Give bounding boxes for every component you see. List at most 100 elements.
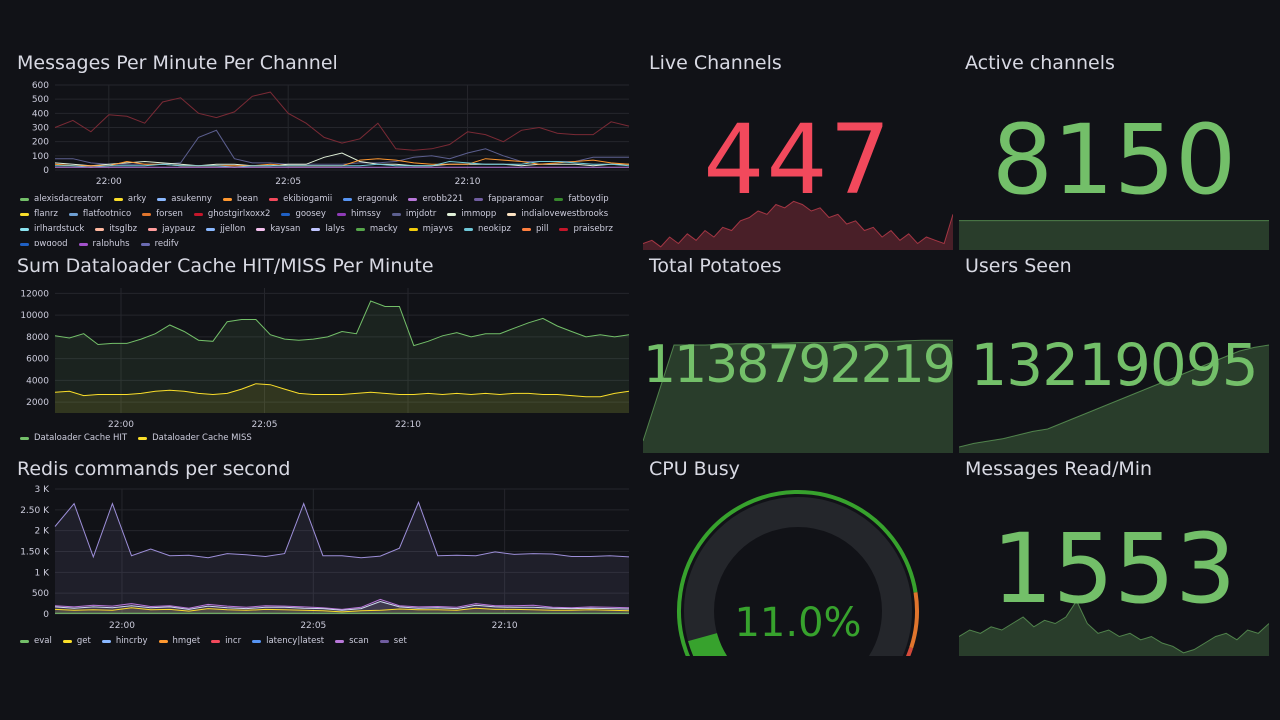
legend-item[interactable]: flatfootnico — [68, 209, 131, 219]
legend-label: erobb221 — [422, 194, 464, 204]
legend-item[interactable]: neokipz — [463, 224, 511, 234]
legend-item[interactable]: himssy — [336, 209, 381, 219]
legend-label: mjayvs — [422, 224, 453, 234]
legend-item[interactable]: Dataloader Cache HIT — [20, 433, 127, 443]
legend-item[interactable]: latency|latest — [252, 636, 324, 646]
sparkline-line — [959, 599, 1269, 654]
legend-label: arky — [127, 194, 147, 204]
y-tick-label: 10000 — [20, 311, 49, 321]
series-line-scan[interactable] — [54, 598, 630, 610]
series-line-hincrby[interactable] — [54, 600, 630, 611]
legend-label: pill — [535, 224, 549, 234]
legend-item[interactable]: forsen — [142, 209, 183, 219]
total-potatoes-stat: Total Potatoes 1138792219 — [643, 255, 953, 453]
legend-label: fatboydip — [568, 194, 609, 204]
legend-item[interactable]: fapparamoar — [474, 194, 543, 204]
sparkline-area — [959, 600, 1269, 656]
legend-label: incr — [225, 636, 242, 646]
messages-panel: Messages Per Minute Per Channel 0 100 200 3… — [17, 52, 631, 248]
live-channels-stat: Live Channels 447 — [643, 52, 953, 250]
legend-swatch-icon — [379, 639, 389, 643]
legend-swatch-icon — [559, 227, 569, 231]
legend-swatch-icon — [336, 212, 346, 216]
sparkline-line — [959, 344, 1269, 448]
chart-legend: Dataloader Cache HIT Dataloader Cache MIS… — [20, 433, 625, 443]
legend-item[interactable]: mjayvs — [408, 224, 453, 234]
legend-item[interactable]: scan — [335, 636, 369, 646]
series-line-neokipz[interactable] — [55, 160, 630, 168]
legend-swatch-icon — [343, 197, 353, 201]
legend-item[interactable]: pwgood — [20, 239, 68, 246]
sparkline-area — [643, 201, 953, 250]
x-tick-label: 22:00 — [108, 420, 134, 430]
legend-item[interactable]: get — [62, 636, 91, 646]
legend-item[interactable]: flanrz — [20, 209, 58, 219]
legend-item[interactable]: irlhardstuck — [20, 224, 84, 234]
messages-chart[interactable]: 0 100 200 300 400 500 600 22:00 22:05 22:10 — [17, 80, 631, 190]
panel-title: Messages Per Minute Per Channel — [17, 52, 338, 74]
legend-item[interactable]: redify — [140, 239, 179, 246]
legend-item[interactable]: Dataloader Cache MISS — [138, 433, 252, 443]
legend-item[interactable]: ghostgirlxoxx2 — [193, 209, 270, 219]
legend-item[interactable]: hincrby — [101, 636, 148, 646]
messages-read-stat: Messages Read/Min 1553 — [959, 458, 1269, 656]
cache-chart[interactable]: 2000 4000 6000 8000 10000 12000 22:00 22:05 22:1… — [17, 283, 631, 433]
legend-item[interactable]: set — [379, 636, 407, 646]
legend-swatch-icon — [521, 227, 531, 231]
y-tick-label: 1 K — [35, 568, 51, 578]
legend-swatch-icon — [157, 197, 167, 201]
legend-item[interactable]: alexisdacreatorr — [20, 194, 103, 204]
legend-item[interactable]: immopp — [447, 209, 496, 219]
legend-item[interactable]: goosey — [281, 209, 326, 219]
legend-swatch-icon — [142, 212, 152, 216]
legend-item[interactable]: ralphuhs — [78, 239, 130, 246]
legend-label: ekibiogamii — [283, 194, 333, 204]
legend-item[interactable]: praisebrz — [559, 224, 613, 234]
legend-item[interactable]: incr — [211, 636, 241, 646]
panel-title: Users Seen — [965, 255, 1072, 277]
legend-item[interactable]: fatboydip — [554, 194, 609, 204]
gauge-track — [684, 497, 912, 656]
legend-label: alexisdacreatorr — [34, 194, 103, 204]
legend-item[interactable]: kaysan — [256, 224, 300, 234]
legend-label: asukenny — [171, 194, 212, 204]
legend-item[interactable]: hmget — [158, 636, 200, 646]
legend-swatch-icon — [158, 639, 168, 643]
series-line-immopp[interactable] — [54, 152, 629, 167]
legend-swatch-icon — [20, 436, 29, 440]
legend-item[interactable]: eragonuk — [343, 194, 397, 204]
y-tick-label: 200 — [32, 138, 49, 148]
series-line-ghostgirlxoxx2[interactable] — [54, 91, 630, 151]
legend-label: eval — [34, 636, 52, 646]
y-tick-label: 500 — [32, 589, 49, 599]
legend-swatch-icon — [355, 227, 365, 231]
series-line-get[interactable] — [54, 607, 630, 613]
legend-item[interactable]: ekibiogamii — [269, 194, 332, 204]
legend-item[interactable]: jaypauz — [148, 224, 195, 234]
legend-item[interactable]: asukenny — [157, 194, 212, 204]
x-tick-label: 22:10 — [492, 621, 518, 631]
legend-item[interactable]: jjellon — [206, 224, 245, 234]
legend-swatch-icon — [391, 212, 401, 216]
series-line-set[interactable] — [54, 500, 630, 559]
legend-item[interactable]: pill — [521, 224, 549, 234]
series-area-hincrby — [55, 601, 629, 614]
legend-item[interactable]: itsglbz — [95, 224, 137, 234]
legend-item[interactable]: indialovewestbrooks — [507, 209, 608, 219]
panel-title: Active channels — [965, 52, 1115, 74]
legend-label: imjdotr — [405, 209, 437, 219]
legend-item[interactable]: lalys — [311, 224, 345, 234]
legend-item[interactable]: arky — [113, 194, 147, 204]
legend-item[interactable]: erobb221 — [408, 194, 463, 204]
legend-item[interactable]: bean — [222, 194, 258, 204]
redis-chart[interactable]: 0 500 1 K 1.50 K 2 K 2.50 K 3 K 22:00 22:05 22:10 — [17, 484, 631, 634]
series-line-Dataloader Cache HIT[interactable] — [54, 300, 630, 347]
legend-swatch-icon — [20, 212, 29, 216]
legend-item[interactable]: imjdotr — [391, 209, 437, 219]
series-line-imjdotr[interactable] — [55, 129, 629, 165]
legend-swatch-icon — [447, 212, 457, 216]
legend-label: ralphuhs — [92, 239, 130, 246]
legend-item[interactable]: macky — [355, 224, 398, 234]
legend-item[interactable]: eval — [20, 636, 52, 646]
series-line-Dataloader Cache MISS[interactable] — [54, 383, 630, 398]
